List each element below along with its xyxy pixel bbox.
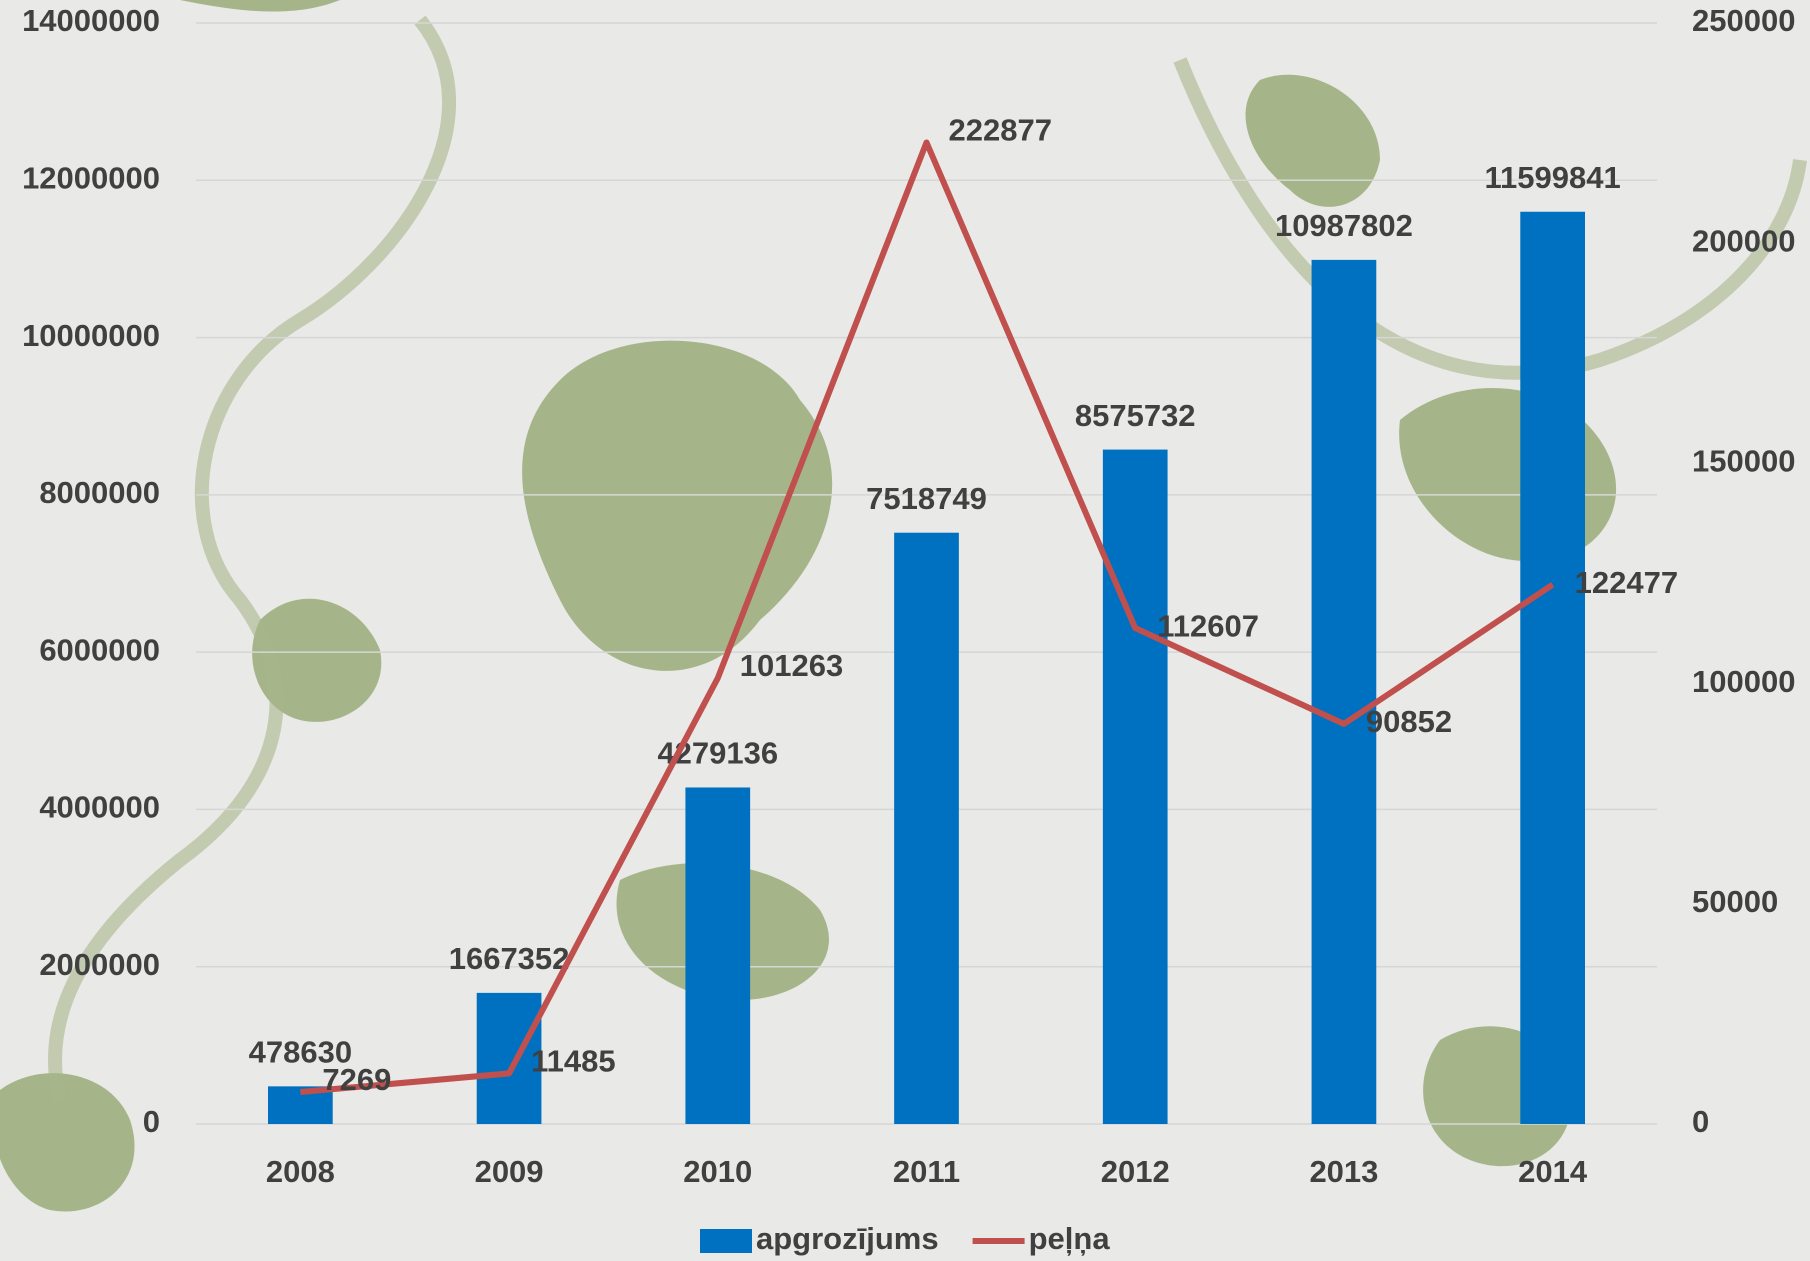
page: apgrozījumspeļņa 02000000400000060000008…: [0, 0, 1810, 1261]
y-tick-label: 6000000: [39, 632, 160, 667]
y2-tick-label: 150000: [1692, 444, 1795, 479]
y2-tick-label: 250000: [1692, 3, 1795, 38]
line-value-label: 11485: [531, 1044, 616, 1079]
bar-value-label: 11599841: [1485, 160, 1621, 195]
line-value-label: 222877: [949, 113, 1052, 148]
line-value-label: 112607: [1157, 608, 1259, 643]
x-tick-label: 2014: [1518, 1154, 1588, 1189]
y-tick-label: 14000000: [22, 3, 160, 38]
line-value-label: 7269: [322, 1062, 391, 1097]
line-value-label: 122477: [1575, 565, 1678, 600]
x-tick-label: 2013: [1309, 1154, 1378, 1189]
line-value-label: 101263: [740, 648, 843, 683]
x-tick-label: 2010: [683, 1154, 752, 1189]
legend: apgrozījums peļņa: [700, 1221, 1110, 1256]
x-tick-label: 2012: [1101, 1154, 1170, 1189]
legend-swatch: [700, 1229, 752, 1253]
bar: [1520, 212, 1585, 1124]
bar-value-label: 8575732: [1075, 398, 1196, 433]
y2-tick-label: 100000: [1692, 664, 1795, 699]
y-tick-label: 8000000: [39, 475, 160, 510]
y-tick-label: 12000000: [22, 160, 160, 195]
y-tick-label: 0: [143, 1104, 160, 1139]
chart: apgrozījumspeļņa 02000000400000060000008…: [0, 0, 1810, 1261]
bar: [1312, 260, 1377, 1124]
y2-tick-label: 50000: [1692, 884, 1778, 919]
y-tick-label: 2000000: [39, 947, 160, 982]
y-tick-label: 10000000: [22, 318, 160, 353]
bar-value-label: 10987802: [1275, 208, 1413, 243]
y2-tick-label: 200000: [1692, 223, 1795, 258]
bar-value-label: 1667352: [449, 941, 570, 976]
bar: [1103, 450, 1168, 1124]
x-tick-label: 2008: [266, 1154, 335, 1189]
bar: [685, 787, 750, 1124]
bar: [894, 533, 959, 1124]
x-tick-label: 2011: [893, 1154, 960, 1189]
bar-value-label: 7518749: [866, 481, 987, 516]
legend-label: peļņa: [1029, 1221, 1111, 1256]
y-tick-label: 4000000: [39, 790, 160, 825]
legend-label: apgrozījums: [756, 1221, 939, 1256]
x-tick-label: 2009: [475, 1154, 544, 1189]
line-value-label: 90852: [1366, 704, 1452, 739]
y2-tick-label: 0: [1692, 1104, 1709, 1139]
